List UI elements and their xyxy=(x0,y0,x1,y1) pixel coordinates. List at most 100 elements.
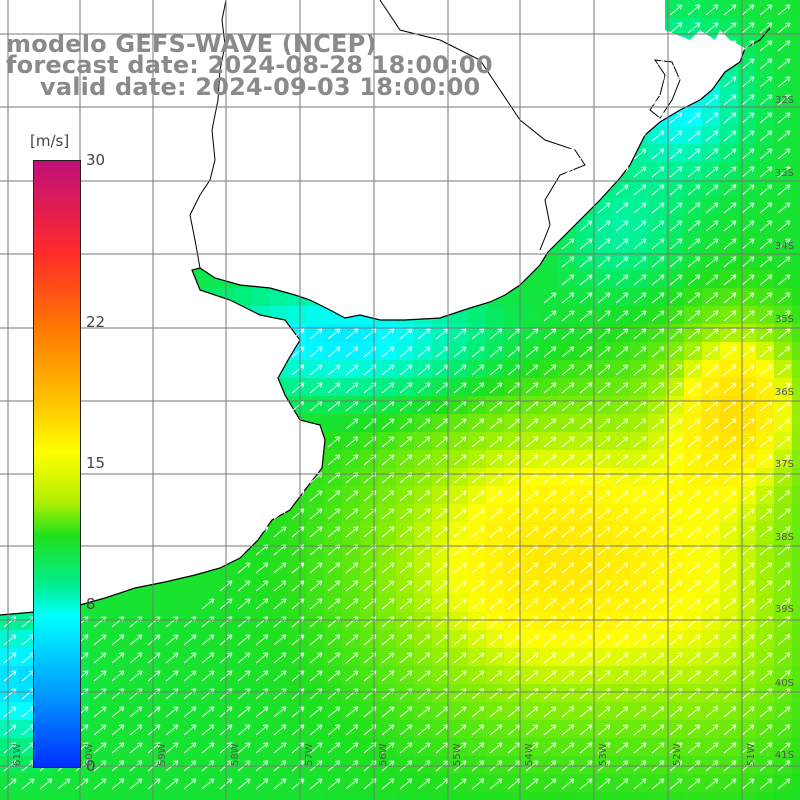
wind-arrow xyxy=(525,778,539,790)
wind-cell xyxy=(0,774,19,793)
wind-cell xyxy=(774,576,793,595)
wind-cell xyxy=(666,504,685,523)
wind-cell xyxy=(270,792,289,800)
wind-arrow xyxy=(309,742,323,754)
wind-arrow xyxy=(669,778,683,790)
wind-cell xyxy=(594,378,613,397)
wind-cell xyxy=(648,648,667,667)
wind-cell xyxy=(702,666,721,685)
wind-cell xyxy=(324,720,343,739)
wind-cell xyxy=(342,576,361,595)
wind-cell xyxy=(324,792,343,800)
wind-cell xyxy=(504,684,523,703)
lat-label: 41S xyxy=(774,750,794,761)
wind-cell xyxy=(738,756,757,775)
wind-cell xyxy=(774,18,793,37)
wind-cell xyxy=(684,738,703,757)
wind-cell xyxy=(0,666,19,685)
wind-cell xyxy=(738,216,757,235)
wind-cell xyxy=(540,378,559,397)
wind-arrow xyxy=(651,706,665,718)
wind-cell xyxy=(522,558,541,577)
wind-arrow xyxy=(471,364,485,376)
wind-arrow xyxy=(633,328,647,340)
wind-arrow xyxy=(237,778,251,790)
wind-cell xyxy=(468,648,487,667)
wind-arrow xyxy=(561,508,575,520)
wind-cell xyxy=(486,522,505,541)
wind-cell xyxy=(594,396,613,415)
wind-arrow xyxy=(471,580,485,592)
wind-cell xyxy=(774,378,793,397)
wind-cell xyxy=(252,558,271,577)
wind-cell xyxy=(630,288,649,307)
wind-arrow xyxy=(597,454,611,466)
wind-cell xyxy=(756,630,775,649)
wind-arrow xyxy=(453,670,467,682)
wind-cell xyxy=(414,504,433,523)
wind-cell xyxy=(72,792,91,800)
wind-arrow xyxy=(777,634,791,646)
wind-cell xyxy=(252,666,271,685)
wind-arrow xyxy=(327,580,341,592)
wind-arrow xyxy=(453,436,467,448)
wind-cell xyxy=(378,432,397,451)
wind-cell xyxy=(342,648,361,667)
wind-arrow xyxy=(381,490,395,502)
wind-cell xyxy=(450,450,469,469)
wind-arrow xyxy=(93,616,107,628)
wind-arrow xyxy=(615,490,629,502)
wind-cell xyxy=(684,594,703,613)
wind-arrow xyxy=(543,580,557,592)
wind-cell xyxy=(378,558,397,577)
wind-cell xyxy=(216,792,235,800)
wind-cell xyxy=(576,270,595,289)
wind-cell xyxy=(288,378,307,397)
wind-cell xyxy=(576,288,595,307)
wind-cell xyxy=(666,486,685,505)
wind-arrow xyxy=(111,778,125,790)
wind-cell xyxy=(522,612,541,631)
wind-arrow xyxy=(687,238,701,250)
wind-cell xyxy=(522,792,541,800)
wind-arrow xyxy=(489,706,503,718)
wind-cell xyxy=(558,522,577,541)
lat-label: 34S xyxy=(774,241,794,252)
wind-cell xyxy=(108,684,127,703)
wind-cell xyxy=(450,648,469,667)
wind-arrow xyxy=(273,562,287,574)
wind-arrow xyxy=(561,202,575,214)
wind-cell xyxy=(522,432,541,451)
wind-cell xyxy=(324,702,343,721)
wind-arrow xyxy=(129,652,143,664)
wind-cell xyxy=(288,612,307,631)
wind-cell xyxy=(342,774,361,793)
wind-cell xyxy=(360,522,379,541)
wind-arrow xyxy=(561,580,575,592)
wind-arrow xyxy=(201,778,215,790)
wind-cell xyxy=(594,414,613,433)
wind-cell xyxy=(522,594,541,613)
wind-arrow xyxy=(399,724,413,736)
wind-cell xyxy=(504,360,523,379)
wind-cell xyxy=(432,522,451,541)
wind-cell xyxy=(648,720,667,739)
wind-cell xyxy=(702,720,721,739)
wind-cell xyxy=(738,504,757,523)
wind-arrow xyxy=(777,526,791,538)
wind-arrow xyxy=(255,652,269,664)
wind-arrow xyxy=(309,706,323,718)
wind-cell xyxy=(630,360,649,379)
wind-arrow xyxy=(381,598,395,610)
wind-cell xyxy=(792,792,800,800)
wind-cell xyxy=(684,522,703,541)
wind-cell xyxy=(774,504,793,523)
wind-arrow xyxy=(633,184,647,196)
wind-arrow xyxy=(741,418,755,430)
wind-arrow xyxy=(705,580,719,592)
wind-arrow xyxy=(309,688,323,700)
wind-cell xyxy=(360,450,379,469)
wind-cell xyxy=(666,540,685,559)
wind-arrow xyxy=(579,76,593,88)
wind-cell xyxy=(612,666,631,685)
